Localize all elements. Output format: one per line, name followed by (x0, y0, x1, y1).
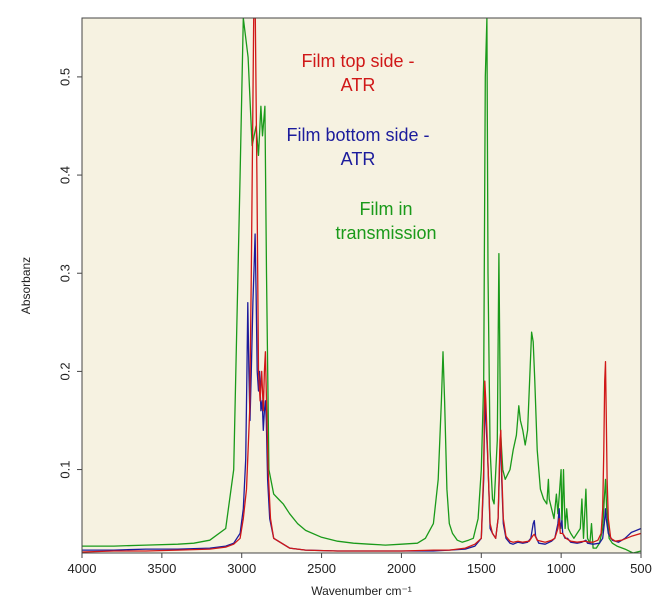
y-tick-label: 0.1 (57, 461, 72, 479)
x-axis: 4000 3500 3000 2500 2000 1500 1000 500 (68, 553, 652, 576)
legend: Film top side - ATR Film bottom side - ATR F… (286, 51, 436, 243)
plot-background (82, 18, 641, 553)
x-tick-label: 4000 (68, 561, 97, 576)
x-tick-label: 500 (630, 561, 652, 576)
legend-label: ATR (341, 75, 376, 95)
series-line-3 (82, 18, 641, 553)
x-axis-label: Wavenumber cm⁻¹ (311, 584, 412, 598)
x-tick-label: 1500 (467, 561, 496, 576)
series-layer (82, 18, 641, 553)
y-tick-label: 0.2 (57, 362, 72, 380)
series-line-1 (82, 18, 641, 553)
legend-label: Film top side - (301, 51, 414, 71)
x-tick-label: 3000 (227, 561, 256, 576)
y-axis: 0.1 0.2 0.3 0.4 0.5 (57, 68, 82, 479)
x-tick-label: 3500 (147, 561, 176, 576)
x-tick-label: 2500 (307, 561, 336, 576)
x-tick-label: 2000 (387, 561, 416, 576)
x-tick-label: 1000 (547, 561, 576, 576)
legend-label: transmission (335, 223, 436, 243)
y-tick-label: 0.3 (57, 264, 72, 282)
legend-label: ATR (341, 149, 376, 169)
y-tick-label: 0.4 (57, 166, 72, 184)
legend-label: Film in (360, 199, 413, 219)
y-axis-label: Absorbanz (19, 257, 33, 314)
plot-frame (81, 17, 642, 554)
y-tick-label: 0.5 (57, 68, 72, 86)
legend-label: Film bottom side - (286, 125, 429, 145)
